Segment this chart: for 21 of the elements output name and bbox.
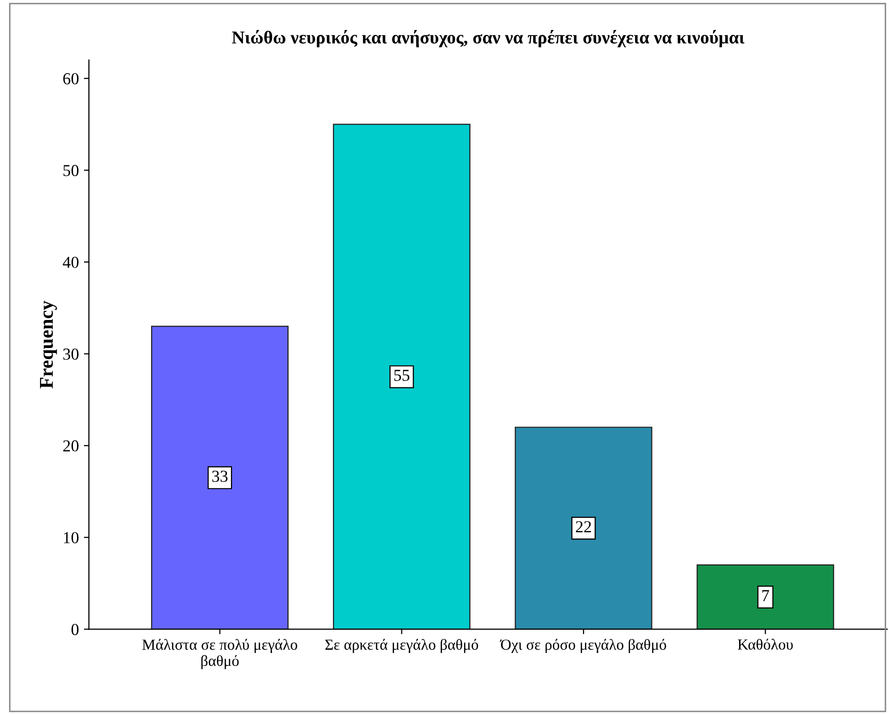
data-label: 55 [394, 370, 410, 381]
y-tick-label: 30 [63, 348, 79, 360]
x-tick-label: Καθόλου [738, 638, 793, 650]
data-label: 22 [576, 521, 591, 532]
y-tick-label: 60 [63, 73, 79, 84]
data-label: 33 [212, 470, 228, 482]
y-tick-label: 40 [62, 256, 79, 268]
x-tick-label: Σε αρκετά μεγάλο βαθμό [325, 638, 478, 653]
bar [514, 426, 652, 630]
bar [696, 564, 834, 630]
x-tick-label: Μάλιστα σε πολύ μεγάλο βαθμό [142, 638, 298, 670]
bar [332, 124, 470, 630]
x-tick-label: Όχι σε ρόσο μεγάλο βαθμό [500, 638, 666, 653]
chart-title: Νιώθω νευρικός και ανήσυχος, σαν να πρέπει συνέχεια να κινούμαι [232, 30, 744, 48]
bar [151, 326, 289, 630]
data-label: 7 [762, 590, 770, 602]
y-tick-label: 10 [64, 532, 79, 544]
y-tick-label: 0 [71, 624, 79, 636]
y-tick-label: 50 [63, 164, 79, 176]
y-tick-label: 20 [63, 440, 79, 452]
y-axis-title: Frequency [40, 300, 57, 388]
